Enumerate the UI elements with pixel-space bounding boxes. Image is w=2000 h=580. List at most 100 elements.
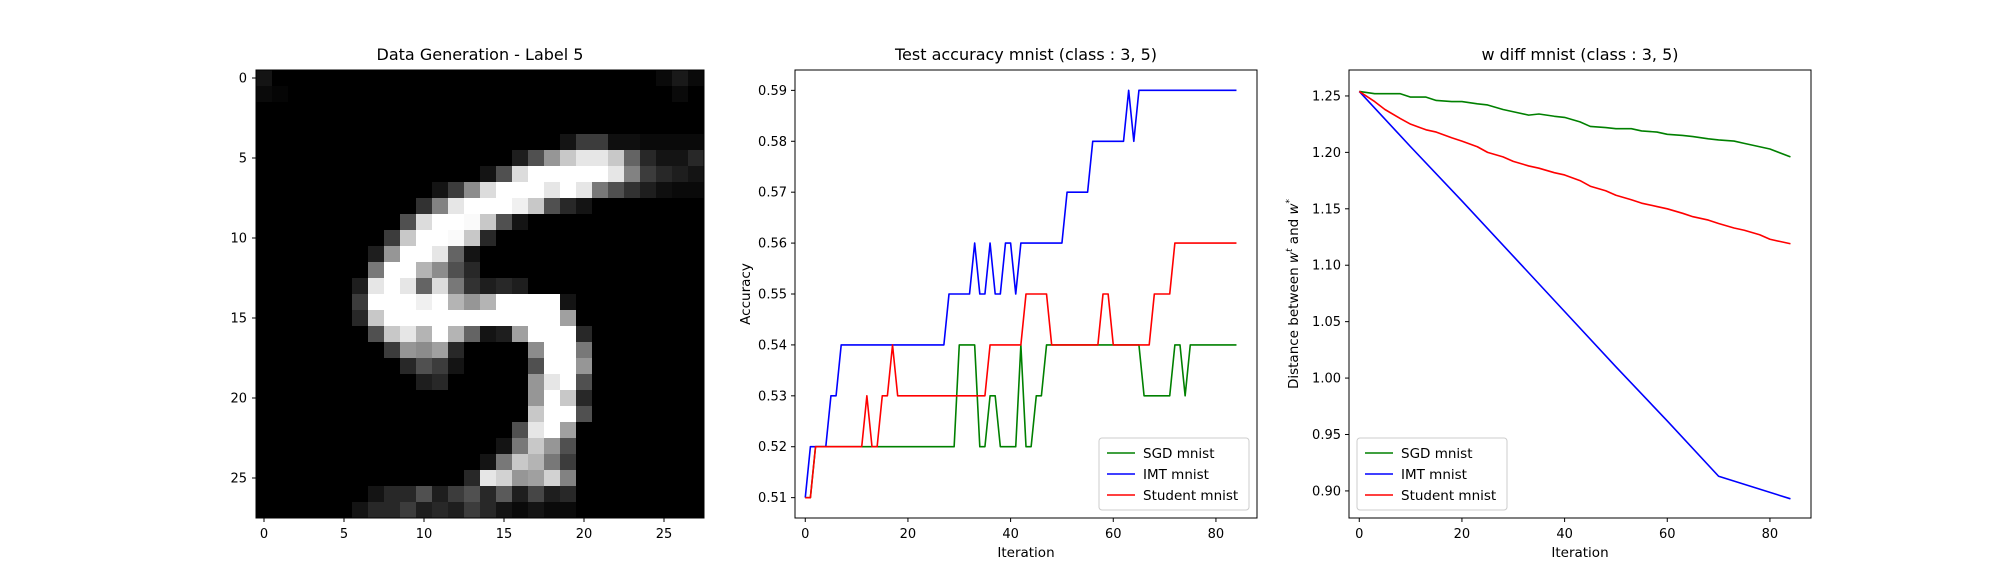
pixel-r26-c4 (320, 486, 337, 503)
pixel-r12-c18 (544, 262, 561, 279)
pixel-r9-c10 (416, 214, 433, 231)
pixel-r27-c16 (512, 502, 529, 519)
pixel-r19-c20 (576, 374, 593, 391)
pixel-r7-c26 (672, 182, 689, 199)
pixel-r16-c12 (448, 326, 465, 343)
pixel-r24-c22 (608, 454, 625, 471)
pixel-r18-c11 (432, 358, 449, 375)
pixel-r0-c11 (432, 70, 449, 87)
pixel-r7-c11 (432, 182, 449, 199)
accuracy-y-tick-label: 0.53 (758, 389, 787, 404)
pixel-r4-c19 (560, 134, 577, 151)
pixel-r9-c9 (400, 214, 417, 231)
pixel-r8-c3 (304, 198, 321, 215)
pixel-r19-c18 (544, 374, 561, 391)
pixel-r13-c11 (432, 278, 449, 295)
pixel-r22-c10 (416, 422, 433, 439)
pixel-r0-c26 (672, 70, 689, 87)
pixel-r11-c14 (480, 246, 497, 263)
pixel-r2-c17 (528, 102, 545, 119)
pixel-r15-c10 (416, 310, 433, 327)
wdiff-y-label-sup-star: * (1285, 198, 1295, 203)
wdiff-x-tick-label: 60 (1659, 527, 1676, 542)
accuracy-y-tick-label: 0.58 (758, 135, 787, 150)
accuracy-legend-box (1098, 437, 1250, 511)
accuracy-y-tick-label: 0.57 (758, 186, 787, 201)
pixel-r10-c0 (256, 230, 273, 247)
pixel-r14-c15 (496, 294, 513, 311)
pixel-r5-c22 (608, 150, 625, 167)
wdiff-plot-frame (1348, 69, 1812, 519)
pixel-r22-c7 (368, 422, 385, 439)
accuracy-y-tick-label: 0.54 (758, 338, 787, 353)
pixel-r6-c24 (640, 166, 657, 183)
pixel-r7-c17 (528, 182, 545, 199)
pixel-r10-c12 (448, 230, 465, 247)
accuracy-y-tick-label: 0.59 (758, 84, 787, 99)
image-x-tick-label: 15 (496, 527, 513, 542)
pixel-r24-c5 (336, 454, 353, 471)
pixel-r26-c25 (656, 486, 673, 503)
pixel-r20-c9 (400, 390, 417, 407)
pixel-r15-c21 (592, 310, 609, 327)
pixel-r9-c25 (656, 214, 673, 231)
pixel-r20-c22 (608, 390, 625, 407)
pixel-r1-c16 (512, 86, 529, 103)
wdiff-legend-box (1356, 437, 1508, 511)
pixel-r25-c12 (448, 470, 465, 487)
pixel-r4-c3 (304, 134, 321, 151)
pixel-r17-c15 (496, 342, 513, 359)
pixel-r20-c19 (560, 390, 577, 407)
pixel-r6-c1 (272, 166, 289, 183)
pixel-r13-c7 (368, 278, 385, 295)
pixel-r0-c21 (592, 70, 609, 87)
pixel-r11-c7 (368, 246, 385, 263)
pixel-r4-c6 (352, 134, 369, 151)
pixel-r6-c18 (544, 166, 561, 183)
pixel-r21-c18 (544, 406, 561, 423)
pixel-r13-c12 (448, 278, 465, 295)
pixel-r18-c23 (624, 358, 641, 375)
pixel-r6-c0 (256, 166, 273, 183)
pixel-r24-c23 (624, 454, 641, 471)
pixel-r17-c12 (448, 342, 465, 359)
pixel-r23-c10 (416, 438, 433, 455)
pixel-r23-c15 (496, 438, 513, 455)
pixel-r7-c6 (352, 182, 369, 199)
pixel-r5-c14 (480, 150, 497, 167)
pixel-r9-c0 (256, 214, 273, 231)
pixel-r22-c6 (352, 422, 369, 439)
pixel-r11-c23 (624, 246, 641, 263)
pixel-r25-c17 (528, 470, 545, 487)
pixel-r1-c22 (608, 86, 625, 103)
pixel-r22-c19 (560, 422, 577, 439)
wdiff-x-tick-label: 20 (1454, 527, 1471, 542)
pixel-r1-c24 (640, 86, 657, 103)
pixel-r14-c5 (336, 294, 353, 311)
pixel-r15-c5 (336, 310, 353, 327)
pixel-r11-c22 (608, 246, 625, 263)
pixel-r14-c0 (256, 294, 273, 311)
chart-title-test-accuracy: Test accuracy mnist (class : 3, 5) (894, 45, 1157, 64)
image-y-tick-label: 0 (239, 72, 247, 87)
pixel-r1-c0 (256, 86, 273, 103)
pixel-r26-c1 (272, 486, 289, 503)
pixel-r3-c7 (368, 118, 385, 135)
pixel-r12-c13 (464, 262, 481, 279)
pixel-r22-c21 (592, 422, 609, 439)
pixel-r5-c18 (544, 150, 561, 167)
pixel-r21-c17 (528, 406, 545, 423)
pixel-r24-c25 (656, 454, 673, 471)
pixel-r10-c5 (336, 230, 353, 247)
pixel-r12-c10 (416, 262, 433, 279)
pixel-r24-c13 (464, 454, 481, 471)
pixel-r1-c1 (272, 86, 289, 103)
pixel-r3-c0 (256, 118, 273, 135)
pixel-r21-c19 (560, 406, 577, 423)
pixel-r11-c5 (336, 246, 353, 263)
pixel-r26-c17 (528, 486, 545, 503)
pixel-r13-c25 (656, 278, 673, 295)
panel-data-generation: Data Generation - Label 5 0 5 10 15 20 25 0 5 10… (230, 45, 705, 542)
pixel-r23-c22 (608, 438, 625, 455)
pixel-r21-c21 (592, 406, 609, 423)
